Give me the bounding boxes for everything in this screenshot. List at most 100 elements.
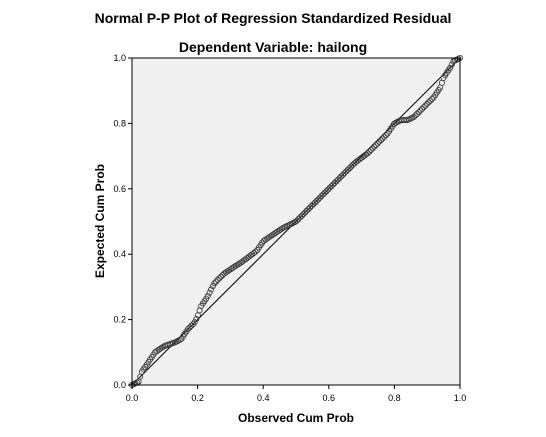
data-point [186,324,193,331]
data-point [341,169,348,176]
data-point [364,150,371,157]
data-point [315,196,322,203]
data-point [306,204,313,211]
data-point [369,145,376,152]
data-point [189,321,196,328]
data-point [232,262,239,269]
data-point [310,201,317,208]
data-point [334,176,341,183]
data-point [414,110,421,117]
data-point [336,174,343,181]
data-point [204,292,211,299]
data-point [206,289,213,296]
y-axis-label: Expected Cum Prob [93,164,107,278]
data-point [376,138,383,145]
data-point [366,148,373,155]
data-point [428,96,435,103]
y-tick-label: 1.0 [113,53,126,63]
data-point [188,322,195,329]
data-point [447,64,454,71]
data-point [412,112,419,119]
data-point [213,278,220,285]
data-point [377,137,384,144]
data-point [308,202,315,209]
chart-subtitle: Dependent Variable: hailong [178,39,368,55]
data-point [298,212,305,219]
x-tick-label: 0.2 [191,393,204,403]
data-point [259,239,266,246]
data-point [374,140,381,147]
data-point [333,178,340,185]
data-point [419,105,426,112]
x-tick-label: 0.0 [126,393,139,403]
y-tick-label: 0.0 [113,380,126,390]
x-axis-label: Observed Cum Prob [238,411,354,425]
data-point [420,104,427,111]
x-tick-label: 0.4 [257,393,270,403]
data-point [448,61,455,68]
data-point [234,261,241,268]
data-point [415,109,422,116]
data-point [367,146,374,153]
data-point [214,276,221,283]
data-point [216,275,223,282]
data-point [410,114,417,121]
data-point [371,143,378,150]
data-point [382,132,389,139]
data-point [305,206,312,213]
data-point [338,173,345,180]
y-tick-label: 0.6 [113,184,126,194]
data-point [348,163,355,170]
y-tick-label: 0.4 [113,249,126,259]
data-point [391,120,398,127]
data-point [379,135,386,142]
data-point [184,326,191,333]
data-point [346,165,353,172]
x-tick-label: 0.6 [323,393,336,403]
data-point [303,207,310,214]
x-tick-label: 1.0 [454,393,467,403]
data-point [427,97,434,104]
data-point [325,186,332,193]
data-point [323,188,330,195]
data-point [176,336,183,343]
data-point [297,214,304,221]
data-point [158,344,165,351]
data-point [321,189,328,196]
plot-frame [131,57,461,386]
data-point [320,191,327,198]
data-point [326,184,333,191]
data-point [330,181,337,188]
data-point [343,168,350,175]
data-point [252,248,259,255]
data-point [423,100,430,107]
data-point [208,286,215,293]
data-point [217,273,224,280]
data-point [422,102,429,109]
y-tick-label: 0.8 [113,118,126,128]
data-point [313,197,320,204]
data-point [417,107,424,114]
data-point [316,194,323,201]
x-tick-label: 0.8 [388,393,401,403]
y-tick-label: 0.2 [113,315,126,325]
data-point [293,217,300,224]
data-point [311,199,318,206]
data-point [277,226,284,233]
data-point [349,161,356,168]
data-point [328,183,335,190]
data-point [318,192,325,199]
data-point [211,280,218,287]
data-point [372,142,379,149]
data-point [425,99,432,106]
data-point [339,171,346,178]
chart-title: Normal P-P Plot of Regression Standardiz… [94,10,452,26]
data-point [300,211,307,218]
data-point [193,315,200,322]
data-point [381,133,388,140]
data-point [302,209,309,216]
data-point [331,179,338,186]
data-point [344,166,351,173]
data-point [295,215,302,222]
